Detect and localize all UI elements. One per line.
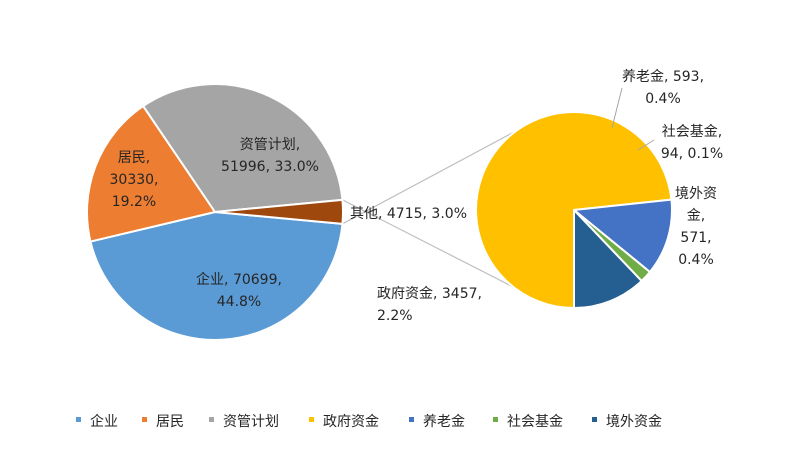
main-slice-other: [214, 198, 344, 225]
main-slice-asset-mgmt-plan: [142, 83, 344, 213]
legend-label: 政府资金: [323, 414, 379, 430]
main-pie: [86, 83, 344, 341]
legend-item-asset-mgmt-plan: 资管计划: [209, 414, 279, 430]
connector-line-bottom: [342, 199, 514, 288]
leader-line-1: [611, 87, 623, 129]
data-label-other: 其他, 4715, 3.0%: [350, 206, 467, 222]
legend-item-pension: 养老金: [409, 414, 465, 430]
secondary-slice-pension: [573, 198, 673, 273]
data-label-residents: 居民, 30330, 19.2%: [110, 150, 159, 210]
legend-swatch: [142, 417, 147, 422]
legend-label: 境外资金: [606, 414, 662, 430]
data-label-enterprise: 企业, 70699, 44.8%: [196, 271, 282, 310]
legend-item-overseas-funds: 境外资金: [592, 414, 662, 430]
legend-swatch: [592, 417, 597, 422]
data-label-overseas-funds: 境外资金, 571, 0.4%: [675, 186, 717, 268]
legend-swatch: [76, 417, 81, 422]
legend-item-social-fund: 社会基金: [493, 413, 563, 430]
legend-swatch: [493, 417, 498, 422]
legend-item-enterprise: 企业: [76, 413, 118, 430]
legend-label: 企业: [90, 413, 118, 430]
data-label-government-funds: 政府资金, 3457, 2.2%: [377, 286, 482, 324]
legend-swatch: [209, 417, 214, 422]
data-label-asset-mgmt-plan: 资管计划, 51996, 33.0%: [221, 137, 319, 175]
legend-label: 养老金: [423, 414, 465, 430]
legend: 企业 居民 资管计划 政府资金 养老金 社会基金 境外资金: [76, 413, 662, 430]
connector-lines: [342, 130, 517, 288]
legend-item-government-funds: 政府资金: [309, 414, 379, 430]
legend-item-residents: 居民: [142, 414, 184, 430]
legend-label: 资管计划: [223, 414, 279, 430]
main-slice-enterprise: [89, 211, 344, 341]
data-labels: 企业, 70699, 44.8% 居民, 30330, 19.2% 资管计划, 51996,…: [110, 69, 724, 324]
data-label-social-fund: 社会基金, 94, 0.1%: [661, 123, 723, 162]
legend-swatch: [309, 417, 314, 422]
secondary-slice-overseas-funds: [573, 209, 643, 309]
main-slice-residents: [86, 105, 216, 243]
legend-label: 社会基金: [507, 413, 563, 430]
secondary-pie: [475, 111, 673, 309]
legend-label: 居民: [156, 414, 184, 430]
data-label-pension: 养老金, 593, 0.4%: [622, 69, 704, 107]
connector-line-top: [342, 130, 517, 225]
legend-swatch: [409, 417, 414, 422]
leader-line-2: [637, 139, 655, 151]
